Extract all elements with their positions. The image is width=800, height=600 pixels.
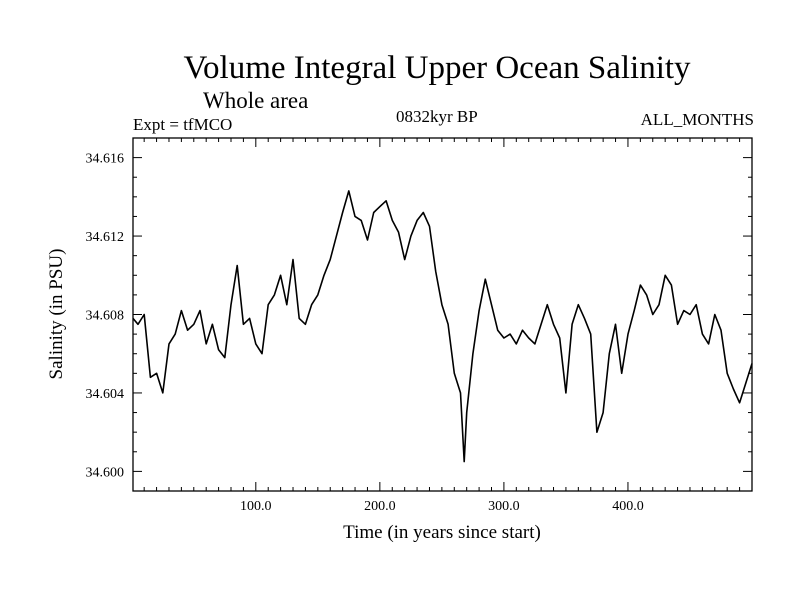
period-label: 0832kyr BP (396, 107, 478, 126)
y-tick-label: 34.608 (86, 309, 125, 324)
series-layer (132, 190, 753, 463)
y-tick-label: 34.616 (86, 152, 125, 167)
chart-subtitle: Whole area (203, 88, 309, 113)
y-tick-label: 34.612 (86, 230, 125, 245)
x-tick-label: 100.0 (240, 499, 272, 514)
y-tick-label: 34.600 (86, 465, 125, 480)
x-tick-label: 200.0 (364, 499, 396, 514)
y-tick-label: 34.604 (86, 387, 125, 402)
y-axis-label: Salinity (in PSU) (46, 249, 67, 380)
x-tick-label: 400.0 (612, 499, 644, 514)
x-axis-ticks: 100.0 200.0 300.0 400.0 (143, 138, 753, 514)
y-axis-ticks: 34.600 34.604 34.608 34.612 34.616 (86, 137, 752, 492)
salinity-series-line (132, 190, 753, 463)
months-label: ALL_MONTHS (640, 110, 754, 129)
x-tick-label: 300.0 (488, 499, 520, 514)
experiment-label: Expt = tfMCO (133, 115, 233, 134)
plot-frame (132, 137, 753, 492)
x-axis-label: Time (in years since start) (343, 522, 541, 543)
chart-title: Volume Integral Upper Ocean Salinity (183, 50, 691, 86)
